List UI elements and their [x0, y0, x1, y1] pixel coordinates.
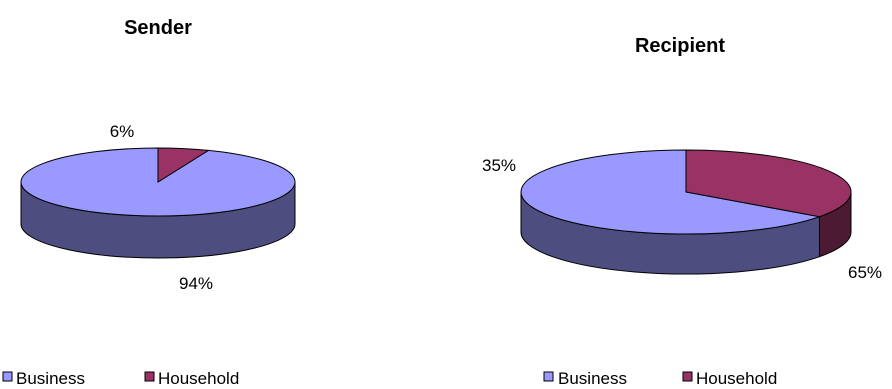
recipient-legend-label-household: Household: [696, 369, 777, 388]
sender-legend-label-business: Business: [16, 369, 85, 388]
recipient-slice-household: [685, 149, 852, 218]
recipient-legend-swatch-business: [543, 371, 554, 382]
recipient-legend-swatch-household: [682, 371, 693, 382]
sender-business-label: 94%: [179, 274, 213, 293]
recipient-legend-label-business: Business: [558, 369, 627, 388]
recipient-slice-business: [520, 149, 822, 235]
recipient-pie-tops: [520, 149, 852, 235]
sender-chart-title: Sender: [124, 17, 192, 39]
sender-legend-label-household: Household: [158, 369, 239, 388]
sender-pie-tops: [20, 147, 296, 217]
recipient-chart-title: Recipient: [635, 35, 725, 57]
sender-household-label: 6%: [110, 122, 135, 141]
sender-legend-swatch-business: [2, 371, 13, 382]
sender-pie-chart: Sender 6% 94% Business Household: [2, 17, 296, 388]
sender-slice-household: [157, 147, 210, 183]
sender-legend: Business Household: [2, 369, 239, 388]
recipient-business-label: 65%: [848, 263, 882, 282]
recipient-household-label: 35%: [482, 156, 516, 175]
recipient-legend: Business Household: [543, 369, 777, 388]
recipient-pie-chart: Recipient 35% 65% Business Household: [482, 35, 882, 388]
sender-legend-swatch-household: [144, 371, 155, 382]
